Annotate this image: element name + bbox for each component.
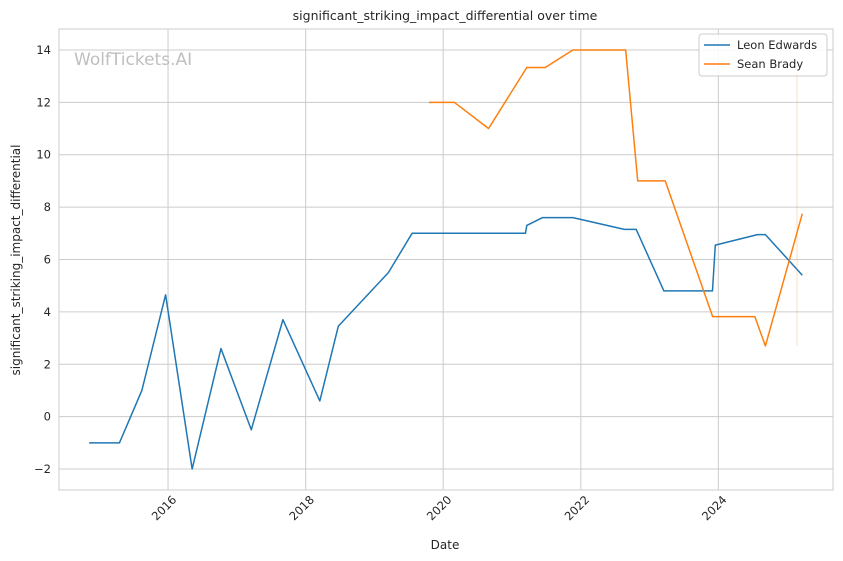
legend-label-leon-edwards: Leon Edwards: [737, 38, 817, 52]
chart-title: significant_striking_impact_differential…: [293, 8, 598, 23]
y-tick-label: 10: [36, 148, 51, 162]
x-tick-label: 2016: [149, 493, 180, 524]
y-tick-label: 8: [44, 200, 51, 214]
y-axis-title: significant_striking_impact_differential: [9, 145, 23, 376]
x-tick-label: 2020: [424, 493, 455, 524]
series-line-sean-brady: [429, 49, 804, 347]
y-tick-label: 4: [44, 305, 51, 319]
x-axis-ticks: 2016 2018 2020 2022 2024: [149, 493, 730, 524]
y-tick-label: 2: [44, 357, 51, 371]
y-tick-label: 0: [44, 410, 51, 424]
y-axis-ticks: −2 0 2 4 6 8 10 12 14: [34, 43, 51, 476]
series-lines: [89, 49, 804, 470]
watermark-text: WolfTickets.AI: [74, 50, 192, 70]
y-tick-label: −2: [34, 462, 51, 476]
legend: Leon Edwards Sean Brady: [698, 33, 828, 77]
x-tick-label: 2024: [699, 493, 730, 524]
grid-lines: [59, 29, 833, 490]
x-axis-title: Date: [431, 538, 460, 552]
legend-label-sean-brady: Sean Brady: [737, 57, 803, 71]
y-tick-label: 6: [44, 253, 51, 267]
series-line-leon-edwards: [89, 216, 803, 470]
y-tick-label: 14: [36, 43, 51, 57]
y-tick-label: 12: [36, 95, 51, 109]
x-tick-label: 2022: [562, 493, 593, 524]
legend-box: [698, 33, 828, 77]
x-tick-label: 2018: [286, 493, 317, 524]
